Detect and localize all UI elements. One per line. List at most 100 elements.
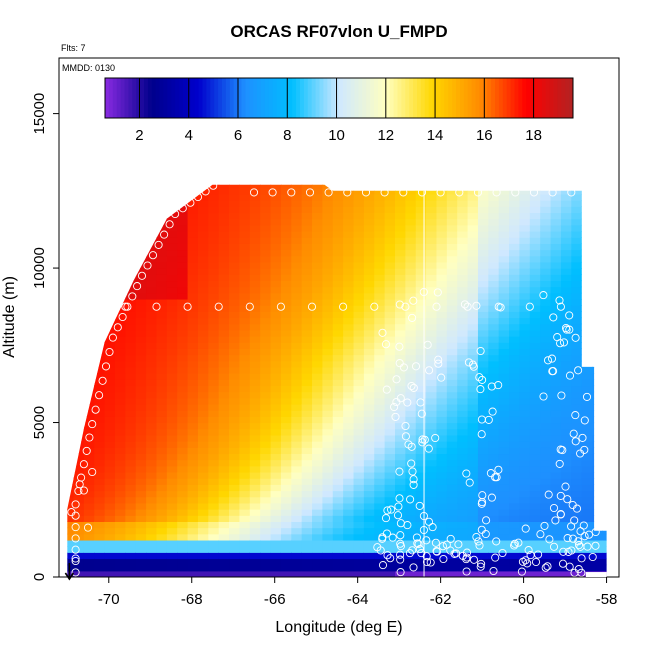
heat-cell	[73, 539, 85, 547]
heat-cell	[581, 329, 593, 337]
heat-cell	[426, 539, 438, 547]
heat-cell	[457, 360, 469, 368]
heat-cell	[550, 521, 562, 529]
heat-cell	[477, 323, 489, 331]
heat-cell	[436, 564, 448, 572]
heat-cell	[613, 311, 624, 318]
heat-cell	[332, 187, 344, 195]
heat-cell	[104, 311, 116, 319]
heat-cell	[260, 521, 272, 529]
heat-cell	[187, 416, 199, 424]
heat-cell	[280, 317, 292, 325]
heat-cell	[540, 280, 552, 288]
heat-cell	[592, 323, 604, 331]
heat-cell	[405, 224, 417, 232]
heat-cell	[540, 255, 552, 263]
heat-cell	[166, 379, 178, 387]
heat-cell	[301, 428, 313, 436]
heat-cell	[270, 184, 282, 189]
heat-cell	[83, 564, 95, 572]
observation-marker	[521, 524, 530, 533]
heat-cell	[208, 261, 220, 269]
heat-cell	[249, 323, 261, 331]
heat-cell	[415, 373, 427, 380]
heat-cell	[550, 212, 562, 220]
heat-cell	[312, 509, 324, 516]
heat-cell	[239, 237, 251, 244]
heat-cell	[67, 515, 75, 522]
heat-cell	[301, 410, 313, 417]
heat-cell	[208, 391, 220, 399]
heat-cell	[436, 200, 448, 207]
heat-cell	[115, 336, 126, 343]
heat-cell	[125, 360, 137, 368]
heat-cell	[363, 502, 375, 510]
heat-cell	[343, 184, 355, 189]
heat-cell	[67, 471, 75, 479]
heat-cell	[405, 212, 417, 220]
y-tick-label: 10000	[31, 247, 48, 289]
colorbar-segment	[549, 78, 554, 118]
heat-cell	[104, 317, 116, 325]
heat-cell	[426, 373, 438, 380]
heat-cell	[208, 428, 220, 436]
heat-cell	[83, 261, 95, 269]
heat-cell	[260, 268, 272, 275]
heat-cell	[343, 546, 355, 553]
heat-cell	[446, 502, 458, 510]
heat-cell	[488, 286, 500, 294]
heat-cell	[177, 280, 189, 288]
heat-cell	[519, 292, 531, 300]
heat-cell	[560, 478, 572, 485]
heat-cell	[436, 471, 448, 479]
heat-cell	[146, 539, 158, 547]
heat-cell	[405, 348, 417, 356]
heat-cell	[83, 496, 95, 504]
heat-cell	[581, 305, 593, 312]
heat-cell	[146, 200, 158, 207]
heat-cell	[104, 552, 116, 560]
heat-cell	[426, 391, 438, 399]
heat-cell	[67, 502, 75, 510]
heat-cell	[374, 521, 386, 529]
heat-cell	[571, 360, 583, 368]
heat-cell	[446, 527, 458, 535]
heat-cell	[332, 231, 344, 238]
heat-cell	[301, 515, 313, 522]
heat-cell	[540, 348, 552, 356]
heat-cell	[135, 471, 147, 479]
heat-cell	[280, 237, 292, 244]
heat-cell	[104, 521, 116, 529]
heat-cell	[67, 478, 75, 485]
heat-cell	[229, 274, 241, 282]
heat-cell	[488, 336, 500, 343]
heat-cell	[415, 280, 427, 288]
heat-cell	[249, 268, 261, 275]
heat-cell	[218, 478, 230, 485]
heat-cell	[187, 336, 199, 343]
heat-cell	[156, 366, 168, 374]
observation-marker	[183, 302, 192, 311]
heat-cell	[291, 317, 303, 325]
heat-cell	[187, 311, 199, 319]
heat-cell	[197, 552, 209, 560]
heat-cell	[187, 471, 199, 479]
heat-cell	[83, 521, 95, 529]
heat-cell	[467, 237, 479, 244]
heat-cell	[83, 249, 95, 257]
heat-cell	[426, 212, 438, 220]
heat-cell	[581, 261, 593, 269]
heat-cell	[550, 570, 562, 577]
heat-cell	[83, 397, 95, 405]
heat-cell	[146, 471, 158, 479]
colorbar-segment	[362, 78, 367, 118]
heat-cell	[509, 453, 521, 461]
heat-cell	[73, 255, 85, 263]
observation-marker	[548, 188, 557, 197]
heat-cell	[260, 379, 272, 387]
observation-marker	[98, 376, 107, 385]
heat-cell	[280, 428, 292, 436]
heat-cell	[197, 292, 209, 300]
heat-cell	[477, 447, 489, 455]
heat-cell	[208, 539, 220, 547]
